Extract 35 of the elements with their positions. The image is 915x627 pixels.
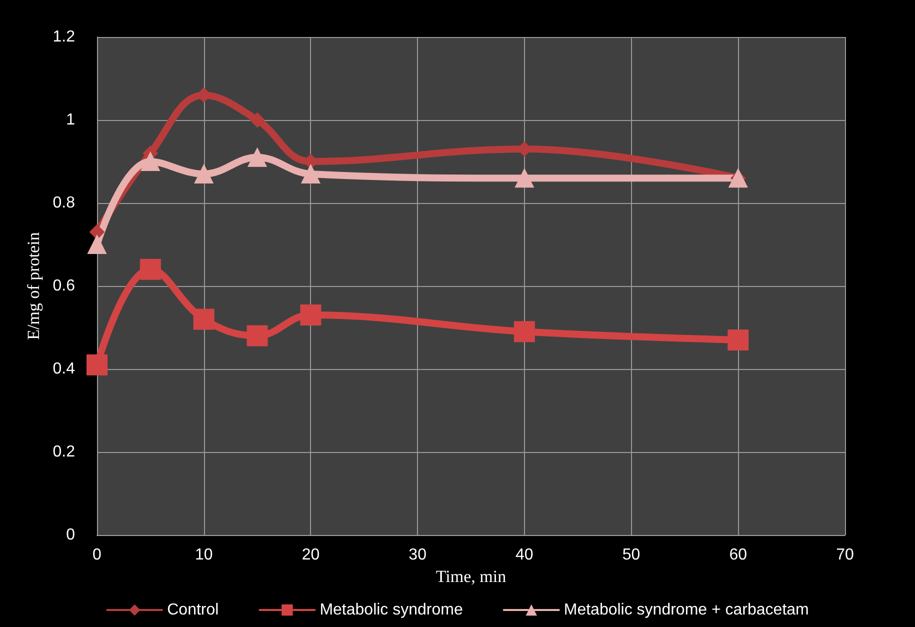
point (514, 321, 535, 342)
point (90, 224, 104, 240)
y-tick-label: 1 (66, 112, 76, 128)
x-tick-label: 60 (729, 546, 748, 564)
x-axis-title: Time, min (436, 566, 507, 586)
point (728, 329, 749, 350)
point (250, 112, 265, 128)
x-tick-label: 20 (302, 546, 320, 564)
legend-label: Metabolic syndrome + carbacetam (564, 602, 809, 618)
point (193, 308, 214, 330)
x-tick-label: 0 (92, 546, 102, 564)
y-tick-label: 0.8 (52, 194, 76, 212)
point (246, 325, 268, 346)
y-tick-label: 0.2 (52, 444, 76, 460)
y-tick-label: 1.2 (52, 28, 76, 46)
x-tick-label: 30 (408, 546, 427, 564)
x-tick-label: 10 (194, 546, 213, 564)
point (140, 152, 160, 171)
point (88, 235, 106, 254)
y-tick-label: 0.4 (52, 360, 76, 378)
legend-label: Metabolic syndrome (320, 602, 463, 618)
point (248, 148, 267, 167)
legend-label: Control (167, 602, 219, 618)
x-tick-label: 70 (836, 546, 854, 564)
y-axis-title: E/mg of protein (24, 232, 43, 340)
x-tick-label: 40 (516, 546, 534, 564)
point (301, 164, 320, 184)
x-tick-label: 50 (622, 546, 640, 564)
point (86, 354, 108, 376)
point (194, 164, 214, 184)
point (300, 304, 322, 326)
point (514, 168, 534, 188)
y-tick-label: 0 (66, 526, 76, 544)
point (140, 258, 161, 280)
y-tick-label: 0.6 (52, 278, 76, 294)
